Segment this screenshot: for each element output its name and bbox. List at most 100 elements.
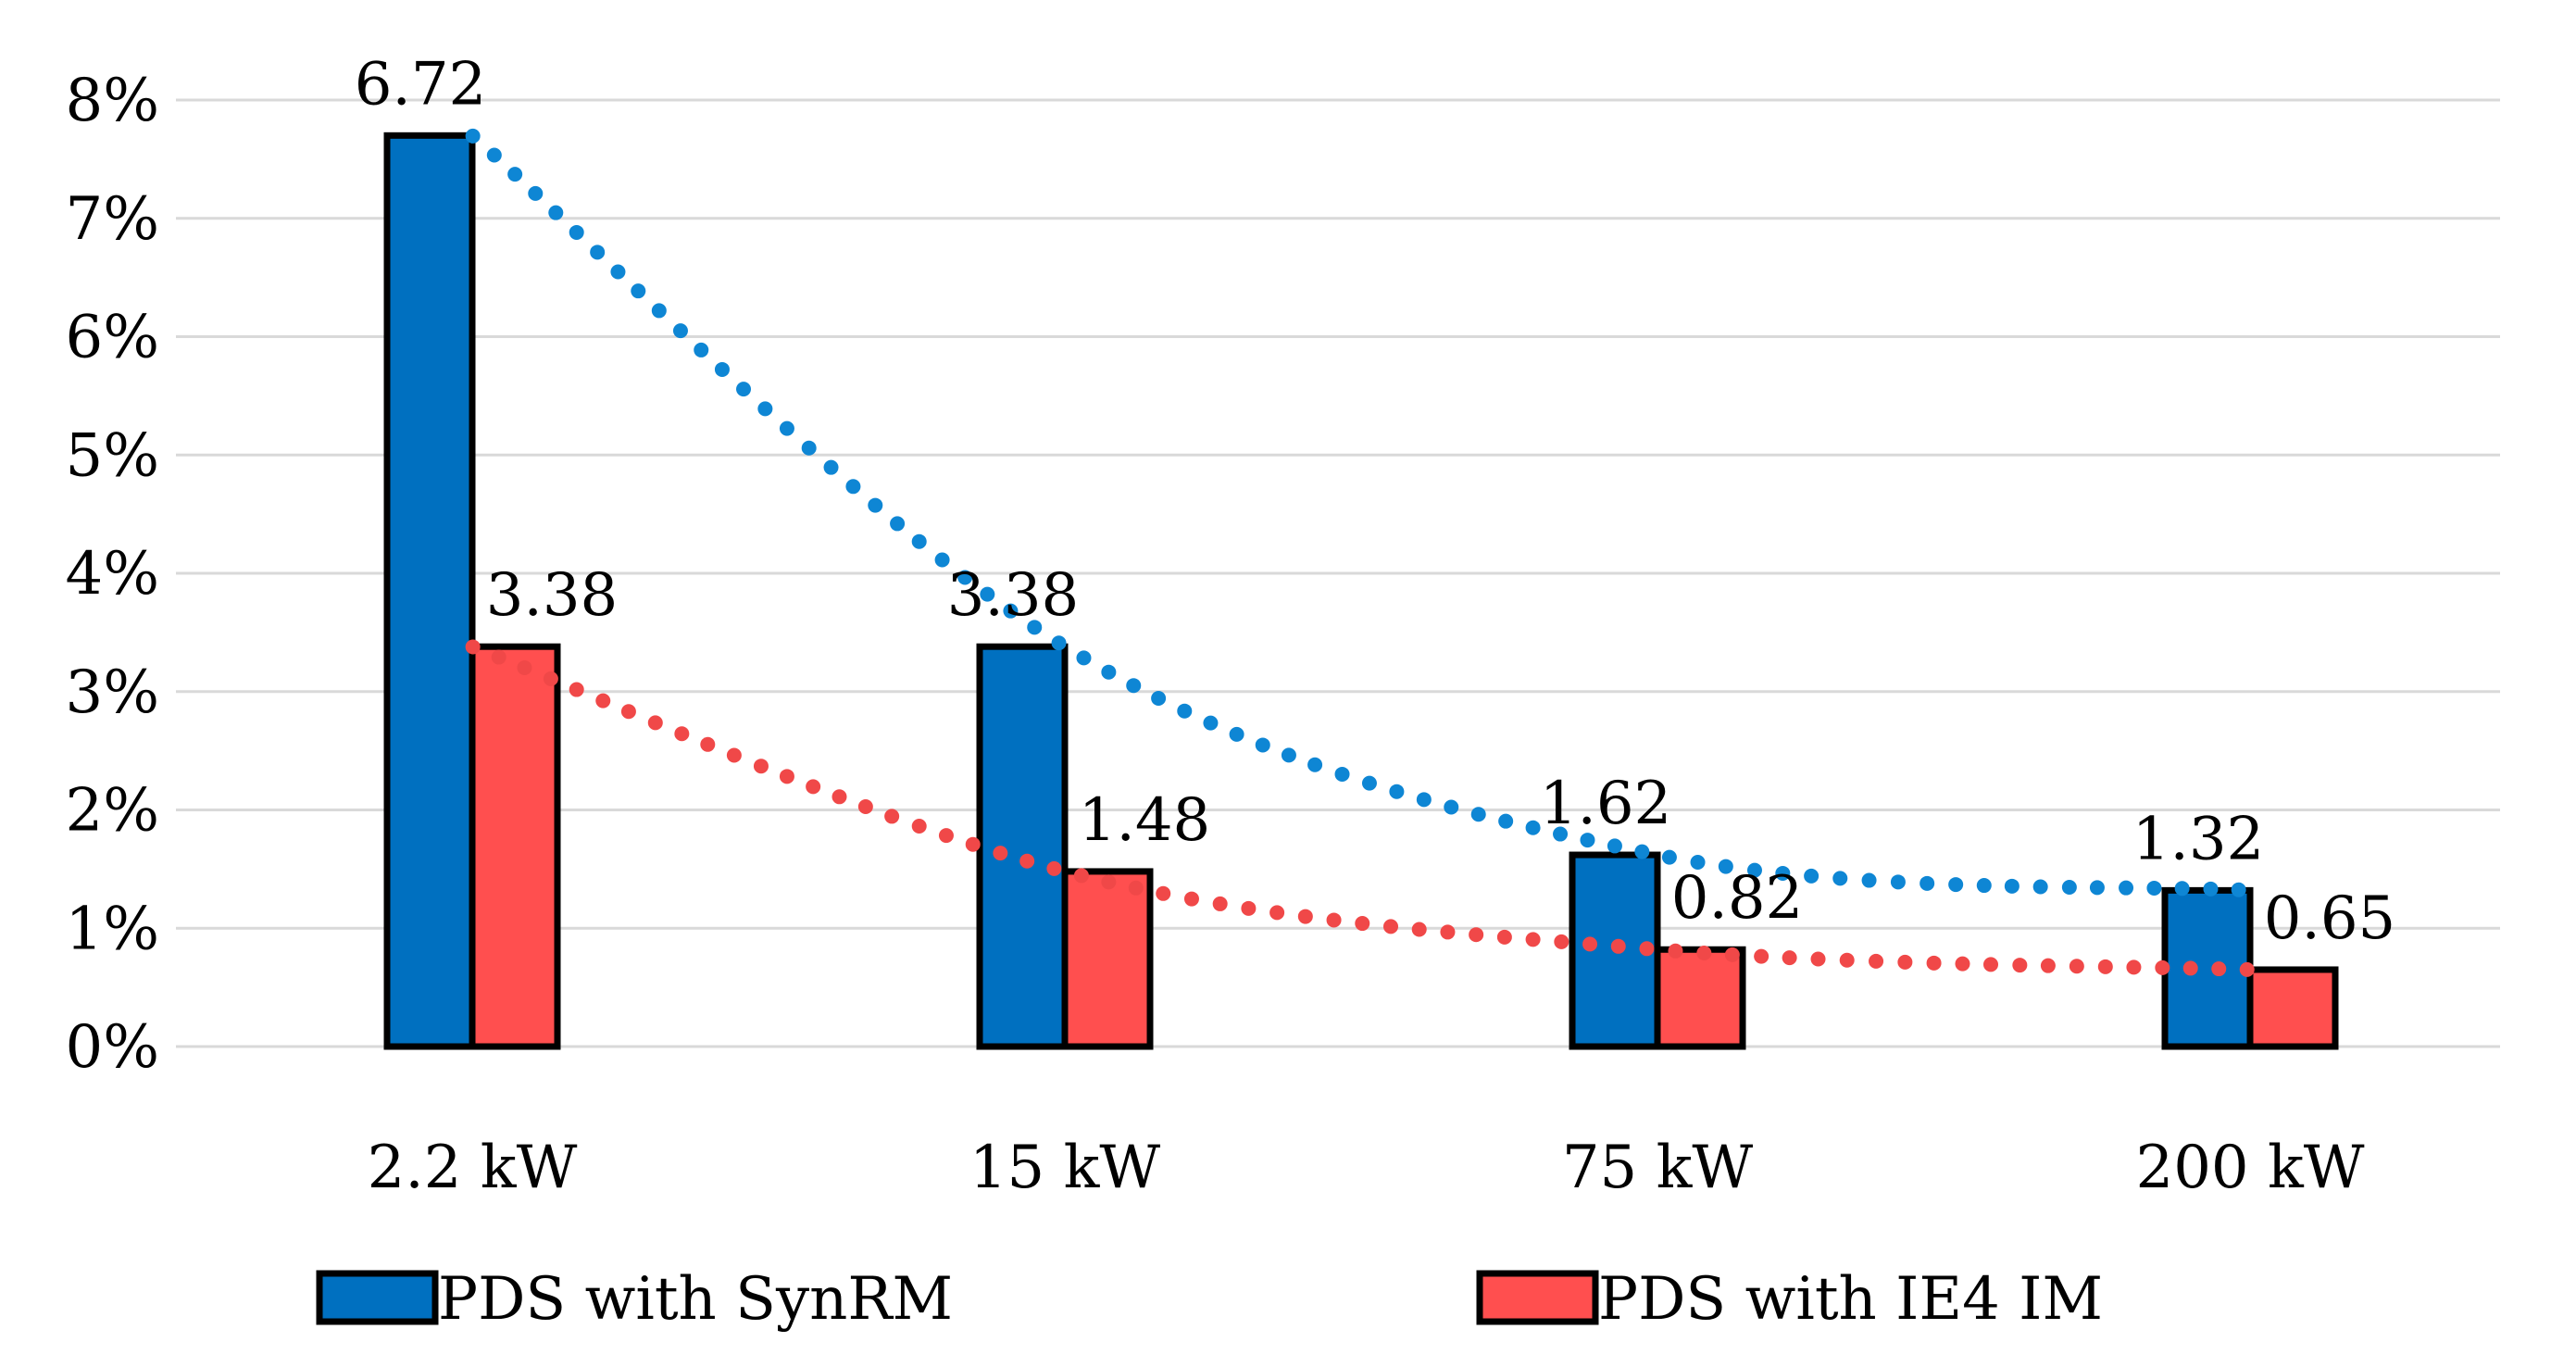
- bar: [1061, 868, 1154, 1050]
- trendline-dot: [1269, 905, 1285, 921]
- x-tick-label: 2.2 kW: [368, 1134, 578, 1202]
- trendline-dot: [1746, 862, 1762, 878]
- trendline-dot: [1690, 855, 1706, 871]
- trendline-dot: [2012, 958, 2028, 973]
- trendline-dot: [528, 185, 544, 201]
- trendline-dot: [1890, 874, 1906, 890]
- trendline-dot: [1469, 927, 1484, 943]
- trendline-dot: [938, 828, 954, 844]
- trendline-dot: [1724, 947, 1740, 962]
- trendline-dot: [1281, 747, 1296, 763]
- trendline-dot: [2040, 958, 2056, 973]
- trendline-dot: [1051, 635, 1067, 651]
- trendline-dot: [2155, 959, 2170, 975]
- y-axis-ticks: 0% 1% 2% 3% 4% 5% 6% 7% 8%: [65, 67, 159, 1082]
- trendline-dot: [1668, 943, 1683, 959]
- trendline-dot: [1919, 875, 1935, 891]
- trendline-dot: [2069, 959, 2084, 974]
- trendline-dot: [957, 570, 973, 585]
- trendline-dot: [631, 283, 646, 299]
- trendline-dot: [1203, 715, 1219, 731]
- trendline-dot: [1073, 868, 1089, 884]
- data-label: 1.62: [1540, 770, 1672, 838]
- trendline-dot: [595, 693, 611, 709]
- trendline-dot: [2146, 880, 2162, 896]
- bar: [2161, 886, 2254, 1050]
- trendline-dot: [1754, 948, 1769, 964]
- gridlines: [176, 98, 2500, 1048]
- trendline-dot: [507, 167, 523, 182]
- trendline-dot: [726, 747, 742, 763]
- trendline-dot: [1525, 932, 1541, 947]
- trendline-dot: [801, 440, 817, 456]
- y-tick-label: 4%: [65, 540, 159, 608]
- data-label: 0.82: [1671, 864, 1804, 933]
- bar: [469, 643, 561, 1050]
- trendline-dot: [651, 303, 667, 319]
- legend-label: PDS with IE4 IM: [1598, 1265, 2103, 1334]
- trendline-dot: [1496, 929, 1512, 945]
- trendline-dot: [2182, 960, 2198, 976]
- trendline-dot: [884, 809, 900, 824]
- trendline-dot: [1444, 799, 1459, 815]
- trendline-dot: [934, 552, 950, 568]
- data-label: 1.32: [2132, 805, 2265, 873]
- trendline-dot: [1839, 952, 1855, 968]
- trendline-dot: [1156, 885, 1171, 901]
- trendline-dot: [1926, 955, 1942, 971]
- y-tick-label: 3%: [65, 658, 159, 727]
- trendline-dot: [1027, 620, 1043, 635]
- trendline-dot: [1718, 859, 1733, 874]
- trendline-dot: [1810, 951, 1826, 967]
- trendline-dot: [1440, 924, 1456, 940]
- trendline-dot: [1126, 678, 1142, 694]
- trendline-dot: [1416, 792, 1432, 808]
- trendline-dot: [672, 323, 688, 339]
- trendline-dot: [832, 789, 847, 805]
- trendline-dot: [1897, 954, 1913, 970]
- trendline-dot: [1832, 871, 1848, 886]
- trendline-dot: [1383, 919, 1398, 934]
- trendline-dot: [736, 382, 752, 397]
- trendline-dot: [590, 245, 606, 260]
- trendlines: [465, 128, 2255, 977]
- trendline-dot: [2004, 878, 2020, 894]
- trendline-dot: [1241, 900, 1257, 916]
- trendline-dot: [823, 459, 839, 475]
- legend-swatch: [1476, 1270, 1599, 1325]
- legend-swatch: [316, 1270, 439, 1325]
- trendline-dot: [1307, 757, 1323, 772]
- bar: [2246, 966, 2339, 1050]
- trendline-dot: [700, 736, 716, 752]
- trendline-dot: [2119, 880, 2134, 896]
- trendline-dot: [2032, 879, 2048, 895]
- trendline-dot: [1297, 909, 1313, 924]
- trendline-dot: [486, 147, 502, 163]
- trendline-dot: [465, 128, 481, 144]
- trendline-dot: [714, 361, 730, 377]
- trendline-dot: [1101, 874, 1117, 890]
- trendline-dot: [1128, 880, 1144, 896]
- trendline-dot: [1580, 833, 1595, 848]
- trendline-dot: [2097, 959, 2113, 974]
- trendline-dot: [2061, 879, 2077, 895]
- trendline-dot: [965, 836, 981, 852]
- x-tick-label: 200 kW: [2135, 1134, 2364, 1202]
- bar: [383, 132, 476, 1050]
- trendline-dot: [1046, 860, 1062, 876]
- trendline-dot: [1177, 703, 1193, 719]
- trendline-dot: [1553, 826, 1569, 842]
- legend: PDS with SynRM PDS with IE4 IM: [316, 1265, 2103, 1334]
- trendline-dot: [1019, 853, 1035, 869]
- trendline-dot: [1775, 865, 1791, 881]
- trendline-dot: [2239, 961, 2255, 977]
- trendline-dot: [845, 479, 861, 495]
- trendline-dot: [980, 586, 995, 602]
- trendline-dot: [1470, 807, 1486, 822]
- trendline-dot: [1525, 820, 1541, 835]
- trendline-dot: [620, 704, 636, 720]
- data-label: 0.65: [2264, 884, 2396, 953]
- trendline-dot: [779, 769, 794, 784]
